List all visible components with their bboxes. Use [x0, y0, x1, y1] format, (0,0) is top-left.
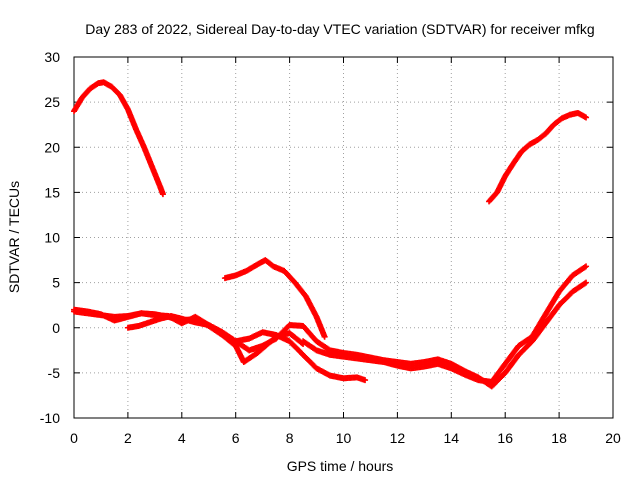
chart-title: Day 283 of 2022, Sidereal Day-to-day VTE…	[85, 21, 594, 37]
x-tick-label: 14	[444, 430, 460, 446]
x-tick-label: 16	[497, 430, 513, 446]
y-tick-label: 5	[52, 275, 60, 291]
x-tick-label: 6	[232, 430, 240, 446]
y-tick-label: 10	[44, 230, 60, 246]
data-point	[583, 263, 590, 270]
y-tick-label: 15	[44, 184, 60, 200]
data-point	[583, 114, 590, 121]
data-points	[71, 79, 590, 390]
series-arc-mid	[221, 257, 328, 340]
data-point	[583, 279, 590, 286]
x-tick-label: 18	[551, 430, 567, 446]
y-tick-label: 20	[44, 139, 60, 155]
data-point	[321, 333, 328, 340]
grid-lines	[74, 57, 613, 418]
axis-ticks: 0 2 4 6 8 10 12 14 16 18 20 30 25 20 15 10 5 0 -5 -10	[40, 49, 621, 446]
series-arc-d	[300, 263, 590, 385]
x-tick-label: 10	[336, 430, 352, 446]
y-tick-label: 25	[44, 94, 60, 110]
x-tick-label: 2	[124, 430, 132, 446]
series-arc-early-high	[71, 79, 166, 198]
series-arc-late-high	[486, 109, 590, 205]
x-tick-label: 12	[390, 430, 406, 446]
data-point	[362, 377, 369, 384]
x-tick-label: 8	[286, 430, 294, 446]
x-tick-label: 0	[70, 430, 78, 446]
x-axis-label: GPS time / hours	[287, 458, 394, 474]
y-tick-label: -5	[48, 365, 61, 381]
x-tick-label: 20	[605, 430, 621, 446]
data-point	[159, 191, 166, 198]
y-tick-label: 0	[52, 320, 60, 336]
y-tick-label: 30	[44, 49, 60, 65]
x-tick-label: 4	[178, 430, 186, 446]
y-tick-label: -10	[40, 410, 60, 426]
y-axis-label: SDTVAR / TECUs	[6, 181, 22, 293]
